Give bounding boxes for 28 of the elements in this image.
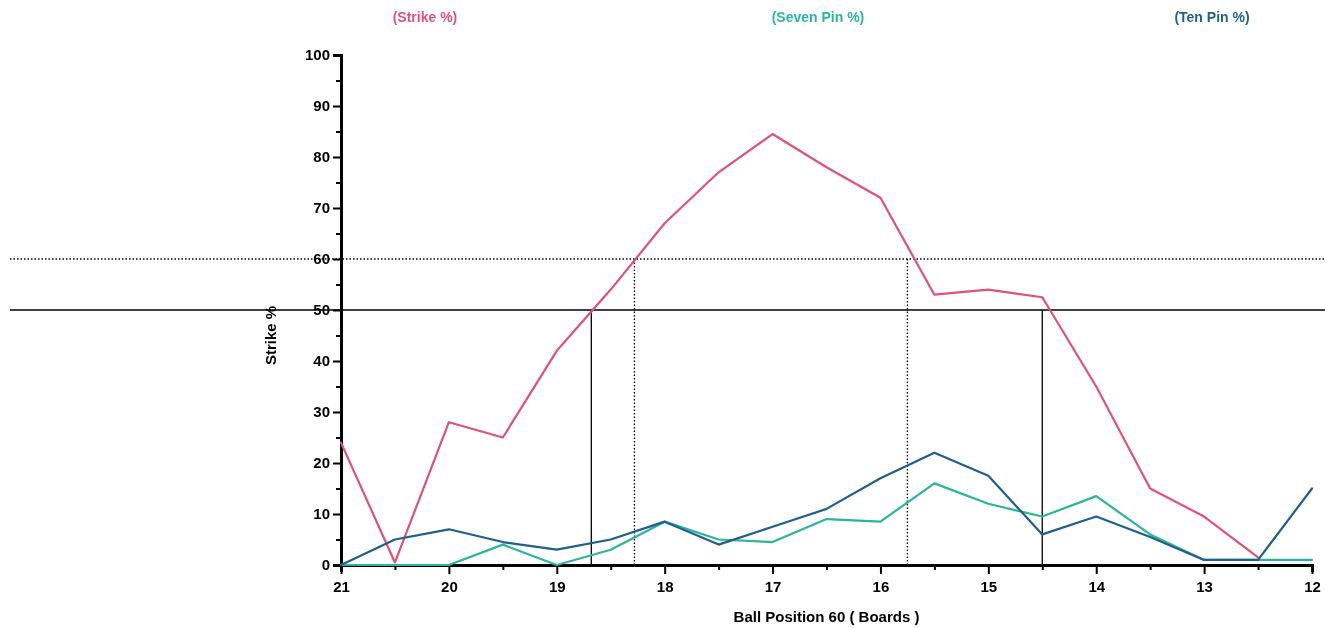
x-tick-label: 12	[1304, 577, 1321, 595]
line-series	[339, 451, 1314, 567]
x-tick-label: 13	[1196, 577, 1213, 595]
y-tick-label: 10	[313, 505, 330, 523]
x-tick-label: 18	[656, 577, 674, 595]
text: (Ten Pin %)	[1174, 9, 1250, 25]
x-tick-label: 19	[548, 577, 566, 595]
text: (Strike %)	[392, 9, 458, 25]
x-tick-label: 20	[441, 577, 458, 595]
x-tick-label: 16	[872, 577, 890, 595]
y-tick-label: 0	[321, 556, 330, 574]
x-tick-label: 14	[1088, 577, 1106, 595]
y-axis-title: Strike %	[262, 305, 279, 366]
y-tick-label: 90	[313, 97, 330, 115]
y-tick-label: 80	[313, 148, 330, 166]
x-axis-title: Ball Position 60 ( Boards )	[733, 608, 920, 625]
y-tick-label: 20	[313, 454, 330, 472]
x-tick-label: 21	[333, 577, 350, 595]
line-series	[339, 132, 1260, 564]
x-tick-label: 15	[980, 577, 998, 595]
y-tick-label: 60	[313, 250, 330, 268]
y-tick-label: 70	[313, 199, 330, 217]
line-series	[339, 482, 1314, 567]
text: (Seven Pin %)	[771, 9, 865, 25]
y-tick-label: 30	[313, 403, 330, 421]
x-tick-label: 17	[764, 577, 782, 595]
y-tick-label: 100	[304, 46, 330, 64]
y-tick-label: 40	[313, 352, 330, 370]
